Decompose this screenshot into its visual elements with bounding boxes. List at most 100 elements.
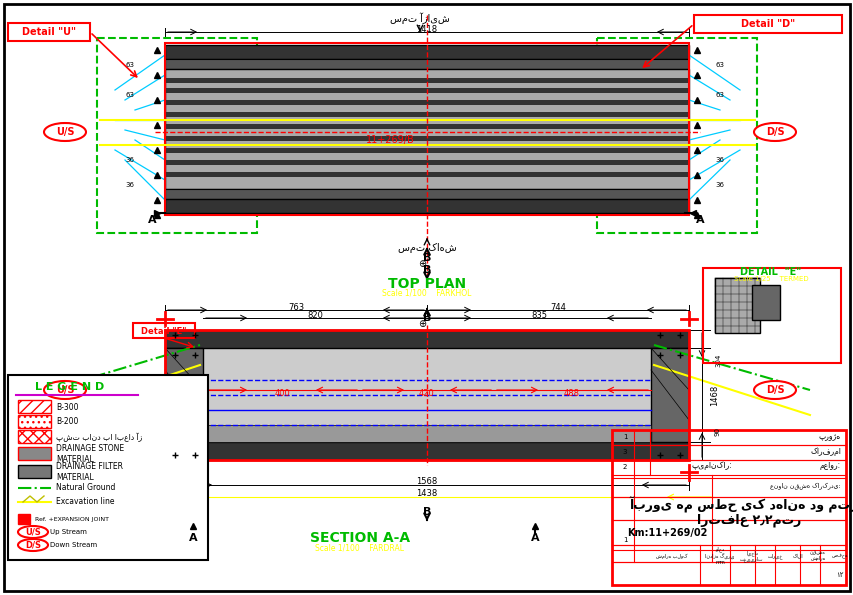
Text: پروژه: پروژه xyxy=(818,433,840,441)
Text: سمت کاهش: سمت کاهش xyxy=(397,243,456,253)
Bar xyxy=(18,465,51,478)
Text: ارتفاع ۲٫۲متر: ارتفاع ۲٫۲متر xyxy=(696,513,800,527)
Text: 3: 3 xyxy=(622,449,626,455)
Bar xyxy=(165,43,688,215)
Bar xyxy=(165,88,688,93)
Text: 835: 835 xyxy=(531,311,547,320)
Bar xyxy=(18,514,30,524)
Bar xyxy=(97,38,257,233)
Text: نقشه
شماره: نقشه شماره xyxy=(809,550,825,562)
Text: 11+269/B: 11+269/B xyxy=(365,135,414,145)
Text: کارفرما: کارفرما xyxy=(809,447,840,456)
Text: A: A xyxy=(530,533,539,543)
Bar xyxy=(165,59,688,69)
Text: معاور:: معاور: xyxy=(819,462,840,471)
Text: ⊕: ⊕ xyxy=(417,319,426,329)
Bar xyxy=(165,330,688,348)
Text: ۱۲: ۱۲ xyxy=(835,572,843,578)
Bar xyxy=(165,136,688,141)
Bar xyxy=(165,189,688,199)
Text: DETAIL  "E": DETAIL "E" xyxy=(740,267,801,277)
Text: DRAINAGE FILTER
MATERIAL: DRAINAGE FILTER MATERIAL xyxy=(56,462,123,482)
Text: 2: 2 xyxy=(622,464,626,470)
Text: 90: 90 xyxy=(714,427,720,437)
Text: 1568: 1568 xyxy=(416,478,437,487)
Text: ایجاد
تغییرات: ایجاد تغییرات xyxy=(740,550,763,562)
Text: Scale 1/25    TERMED: Scale 1/25 TERMED xyxy=(733,276,808,282)
Ellipse shape xyxy=(753,123,795,141)
Bar xyxy=(714,278,759,333)
Bar xyxy=(165,148,688,153)
Bar xyxy=(8,23,90,41)
Text: 63: 63 xyxy=(125,92,134,98)
Text: Detail "D": Detail "D" xyxy=(740,19,794,29)
Text: 63: 63 xyxy=(715,92,723,98)
Text: D/S: D/S xyxy=(765,127,783,137)
Text: 1: 1 xyxy=(622,434,626,440)
Bar xyxy=(165,348,203,442)
Text: A: A xyxy=(189,533,197,543)
Text: Km:11+269/02: Km:11+269/02 xyxy=(626,528,706,538)
Text: U/S: U/S xyxy=(55,385,74,395)
Bar xyxy=(165,330,688,460)
Text: 420: 420 xyxy=(419,389,434,397)
Bar xyxy=(165,124,688,129)
Text: A: A xyxy=(695,215,704,225)
Text: L E G E N D: L E G E N D xyxy=(35,382,105,392)
Text: 63: 63 xyxy=(715,62,723,68)
Text: 488: 488 xyxy=(563,389,579,397)
Text: Up Stream: Up Stream xyxy=(50,529,87,535)
Text: 1: 1 xyxy=(622,537,626,543)
Text: Scale 1/100    FARKHOL: Scale 1/100 FARKHOL xyxy=(382,289,471,298)
Text: B: B xyxy=(422,253,431,263)
Text: Detail "E": Detail "E" xyxy=(141,327,187,336)
Text: پیمانکار:: پیمانکار: xyxy=(690,462,731,471)
Bar xyxy=(165,112,688,117)
Text: ⊕: ⊕ xyxy=(417,259,426,269)
Bar xyxy=(8,375,208,560)
Text: D/S: D/S xyxy=(25,540,41,550)
Text: U/S: U/S xyxy=(25,528,41,537)
Text: 304: 304 xyxy=(714,353,720,367)
Text: TOP PLAN: TOP PLAN xyxy=(387,277,466,291)
Bar xyxy=(165,69,688,189)
Bar xyxy=(165,172,688,177)
Bar xyxy=(165,45,688,59)
Text: 63: 63 xyxy=(125,62,134,68)
Ellipse shape xyxy=(18,526,48,538)
Text: 36: 36 xyxy=(125,157,134,163)
Text: B: B xyxy=(422,265,431,275)
Ellipse shape xyxy=(18,539,48,551)
Text: شماره بلوک: شماره بلوک xyxy=(655,553,687,559)
Bar xyxy=(596,38,756,233)
Text: کالا: کالا xyxy=(792,553,803,559)
Bar xyxy=(203,425,650,442)
Bar xyxy=(650,348,688,442)
Text: عنوان نقشه کارکردی:: عنوان نقشه کارکردی: xyxy=(769,483,840,490)
Bar xyxy=(165,100,688,105)
Text: آبروی هم سطح یک دهانه دو متری: آبروی هم سطح یک دهانه دو متری xyxy=(629,497,853,513)
Text: 36: 36 xyxy=(715,157,723,163)
Text: A: A xyxy=(148,215,156,225)
Text: Natural Ground: Natural Ground xyxy=(56,484,115,493)
Text: B: B xyxy=(422,313,431,323)
Text: B-200: B-200 xyxy=(56,418,78,427)
Bar xyxy=(18,415,51,428)
Text: واحد
اندازه گیری
mm: واحد اندازه گیری mm xyxy=(705,547,734,565)
Text: 400: 400 xyxy=(275,389,291,397)
Ellipse shape xyxy=(44,123,86,141)
Bar xyxy=(165,78,688,83)
Text: D/S: D/S xyxy=(765,385,783,395)
Text: Ref. +EXPANSION JOINT: Ref. +EXPANSION JOINT xyxy=(35,516,109,521)
Text: سمت آزایش: سمت آزایش xyxy=(390,12,450,24)
Text: تاریخ: تاریخ xyxy=(766,553,781,559)
Text: 36: 36 xyxy=(715,182,723,188)
Text: 1438: 1438 xyxy=(416,490,437,499)
Text: Excavation line: Excavation line xyxy=(56,497,114,506)
Text: U/S: U/S xyxy=(55,127,74,137)
Bar xyxy=(18,400,51,413)
Bar xyxy=(18,447,51,460)
Text: B: B xyxy=(422,507,431,517)
Bar xyxy=(203,348,650,442)
Bar xyxy=(18,430,51,443)
